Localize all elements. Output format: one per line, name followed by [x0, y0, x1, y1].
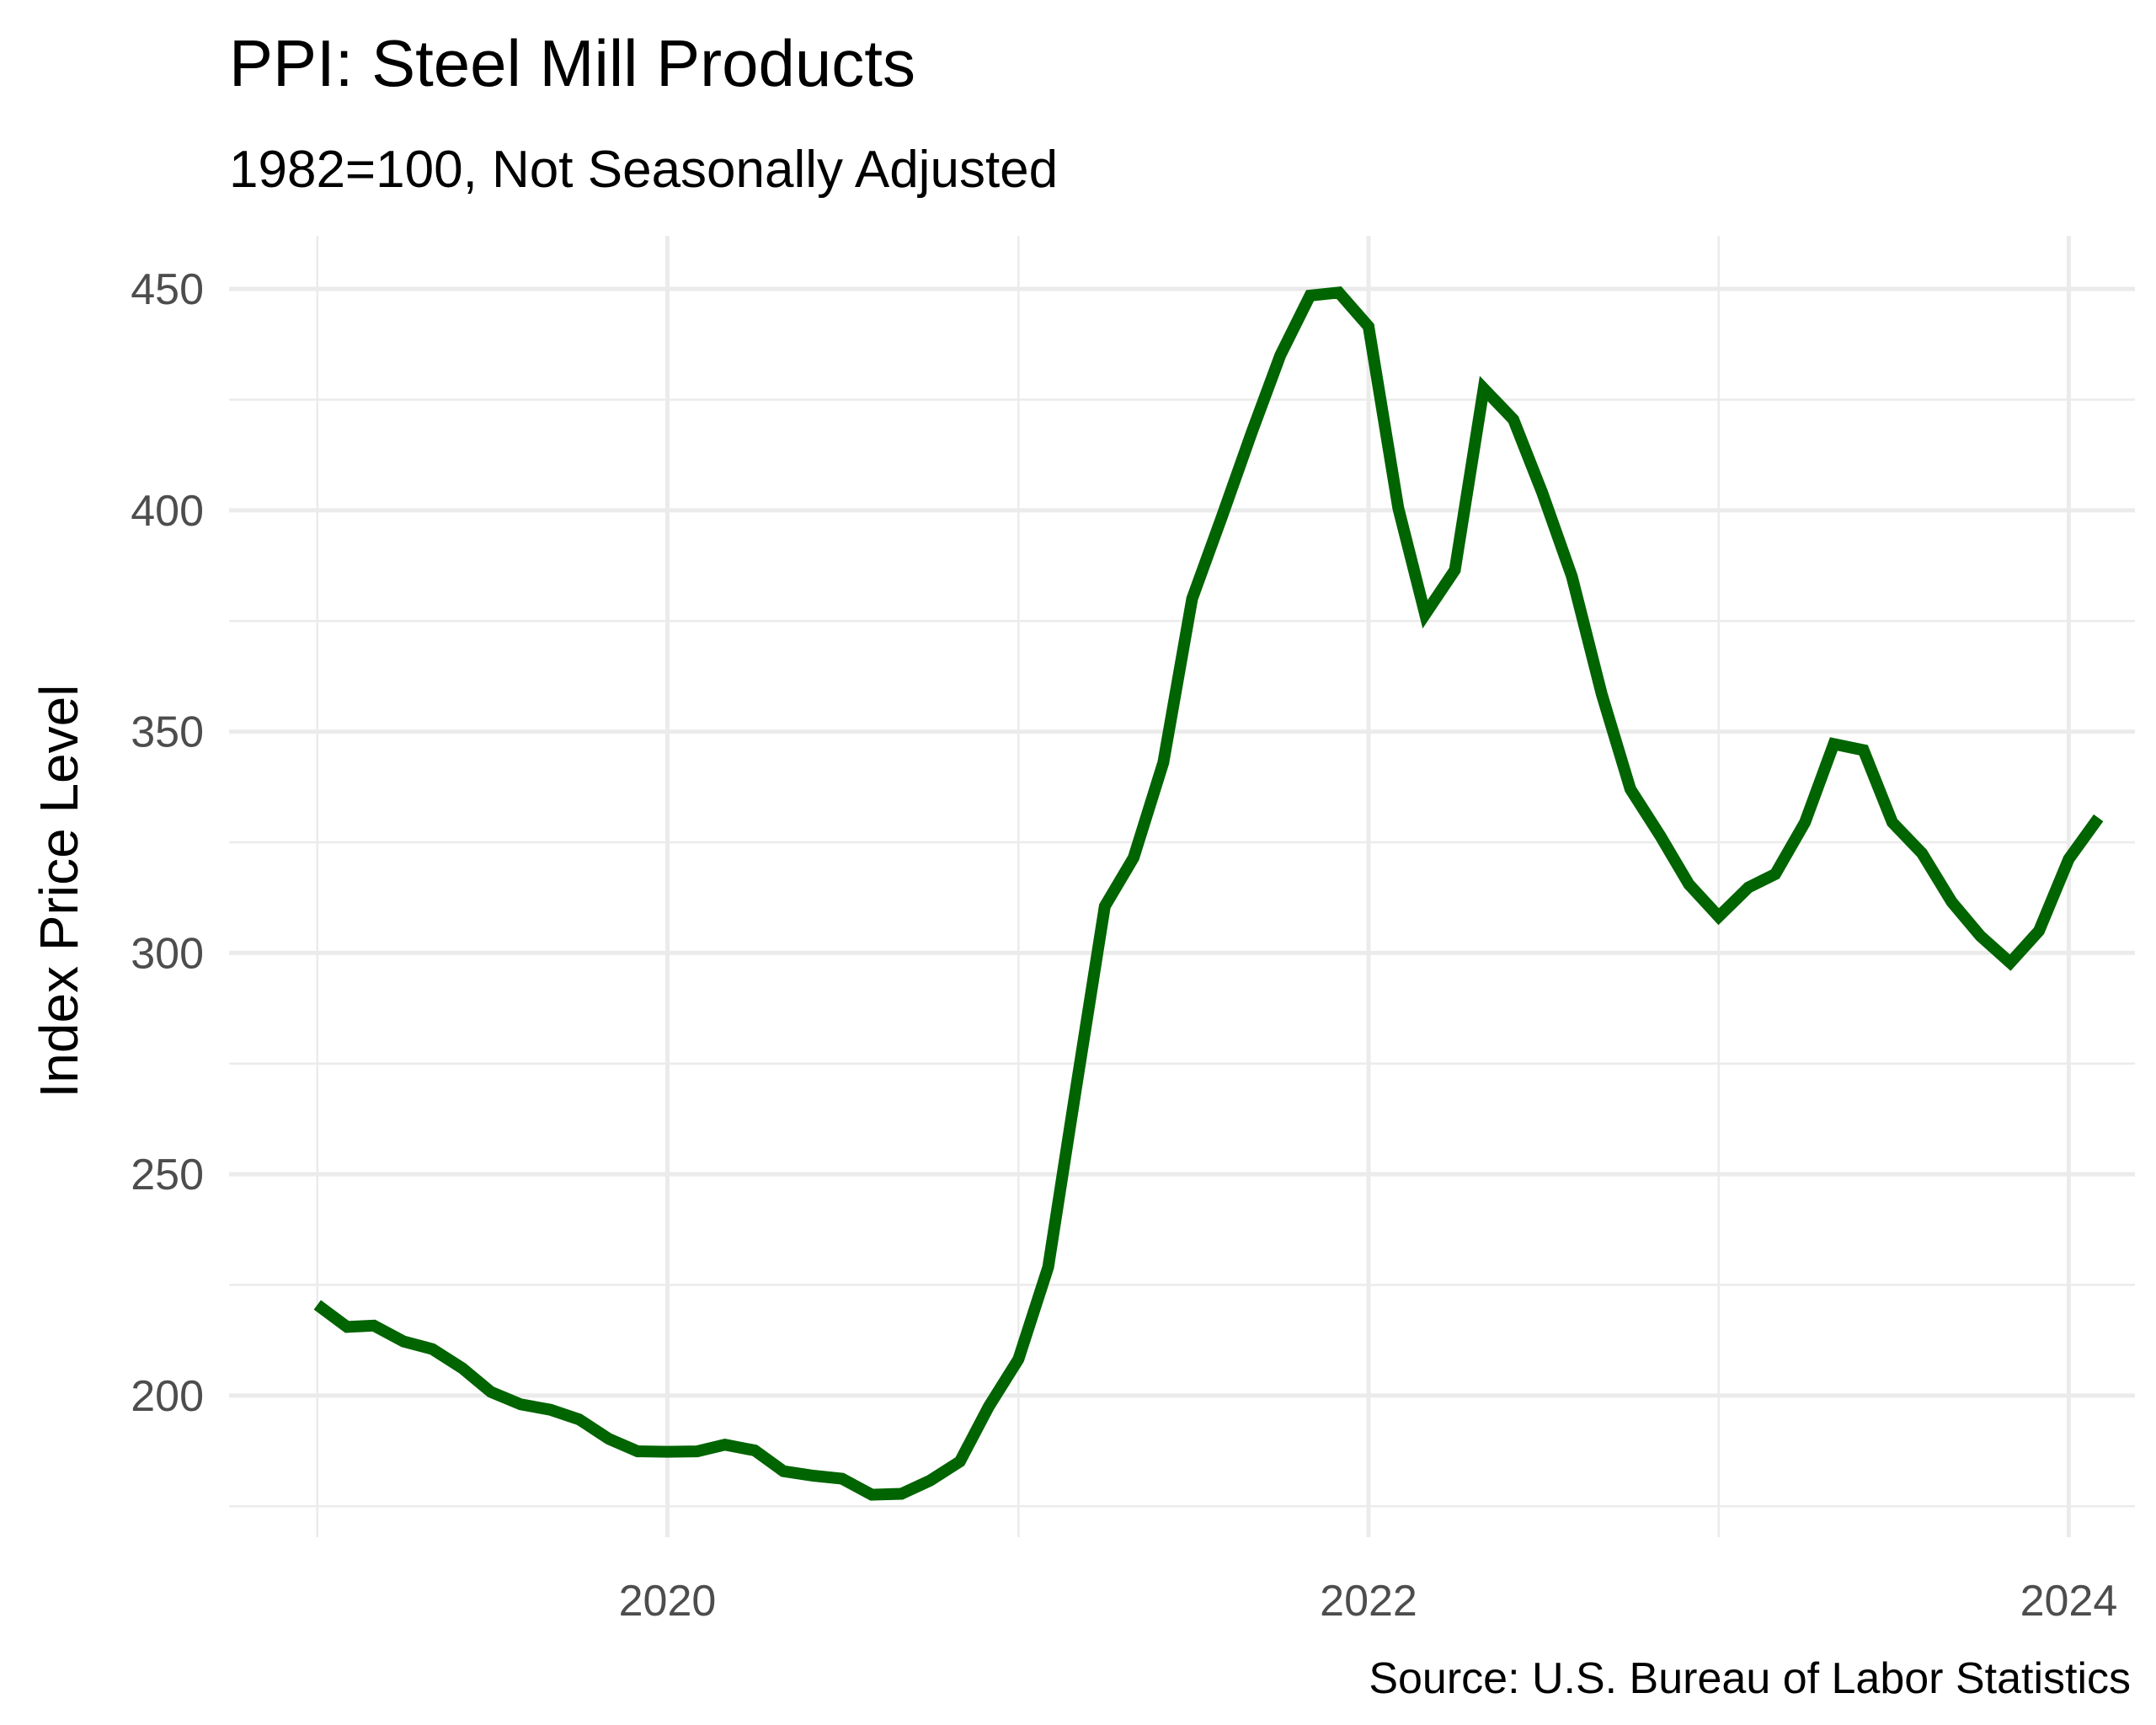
y-tick-label: 300 — [131, 929, 204, 978]
y-tick-label: 450 — [131, 265, 204, 314]
y-tick-label: 350 — [131, 708, 204, 757]
x-tick-label: 2020 — [619, 1577, 717, 1626]
y-tick-label: 400 — [131, 487, 204, 536]
x-tick-label: 2024 — [2020, 1577, 2118, 1626]
chart-caption: Source: U.S. Bureau of Labor Statistics — [1369, 1654, 2131, 1703]
y-tick-label: 250 — [131, 1151, 204, 1199]
chart-title: PPI: Steel Mill Products — [229, 26, 915, 100]
y-axis-tick-labels: 200 250 300 350 400 450 — [131, 265, 204, 1421]
chart-subtitle: 1982=100, Not Seasonally Adjusted — [229, 141, 1058, 199]
x-tick-label: 2022 — [1320, 1577, 1417, 1626]
ppi-series-line — [313, 286, 2104, 1501]
grid — [229, 236, 2135, 1537]
y-axis-label: Index Price Level — [29, 685, 89, 1098]
y-tick-label: 200 — [131, 1372, 204, 1421]
series-layer — [313, 286, 2104, 1501]
x-axis-tick-labels: 2020 2022 2024 — [619, 1577, 2118, 1626]
